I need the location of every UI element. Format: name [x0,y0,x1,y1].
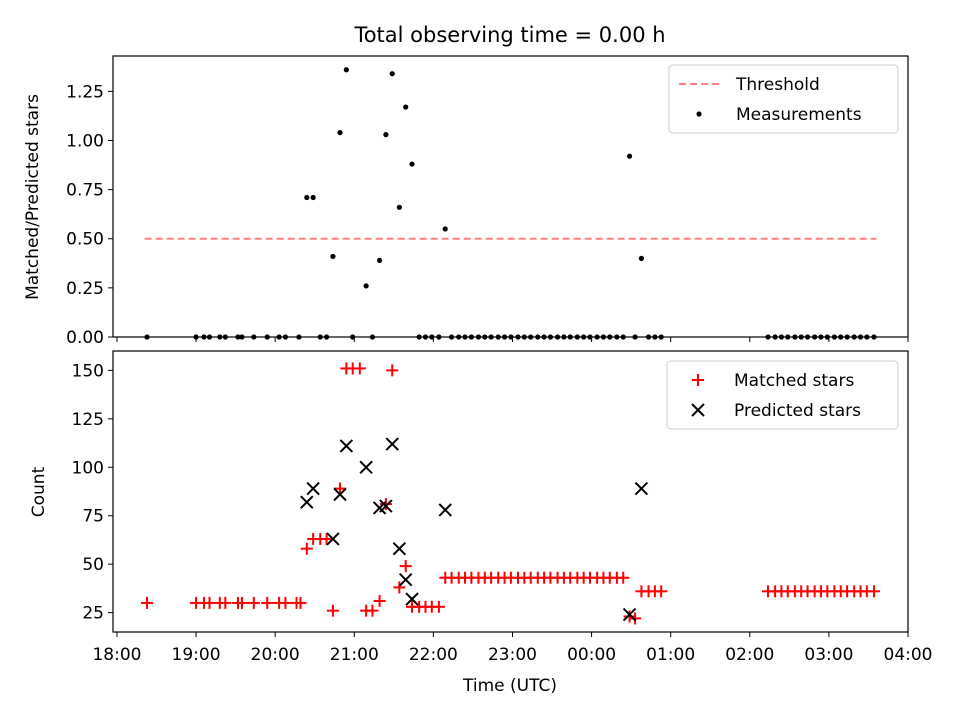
predicted-star-point [379,499,393,513]
bottom-x-tick-label: 02:00 [725,645,774,665]
chart-title: Total observing time = 0.00 h [353,23,665,47]
bottom-x-tick-label: 03:00 [804,645,853,665]
measurement-point [396,204,402,210]
bottom-x-tick-label: 23:00 [488,645,537,665]
predicted-star-point [300,495,314,509]
predicted-star-point [339,439,354,453]
bottom-y-tick-label: 150 [72,361,104,381]
matched-star-point [300,542,313,555]
legend-predicted-label: Predicted stars [734,401,861,421]
bottom-x-tick-label: 00:00 [567,645,616,665]
bottom-x-tick-label: 19:00 [172,645,221,665]
top-legend: Threshold Measurements [668,64,899,134]
bottom-x-tick-label: 22:00 [409,645,458,665]
legend-matched-label: Matched stars [734,371,854,391]
top-y-tick-label: 1.25 [66,82,104,102]
legend-threshold-label: Threshold [735,75,820,95]
bottom-x-tick-label: 20:00 [251,645,300,665]
top-axes: 0.00 0.25 0.50 0.75 1.00 1.25 Matched/Predict… [23,55,909,348]
top-y-tick-label: 0.25 [66,279,104,299]
matched-star-point [366,604,379,617]
matched-star-point [334,482,347,495]
bottom-y-tick-label: 125 [72,410,104,430]
measurement-point [363,283,369,289]
matched-star-point [235,596,248,609]
matched-star-point [655,585,668,598]
bottom-x-tick-label: 18:00 [92,645,141,665]
predicted-star-point [359,460,373,474]
bottom-x-tick-label: 21:00 [330,645,379,665]
top-y-tick-label: 0.75 [66,181,104,201]
measurement-point [626,153,633,159]
predicted-star-point [398,572,413,587]
top-y-tick-label: 1.00 [66,131,104,151]
x-axis-label: Time (UTC) [462,676,557,696]
legend-measurements-swatch [696,111,702,117]
measurement-point [376,257,383,263]
matched-star-point [399,560,412,573]
matched-star-point [393,581,406,594]
measurement-point [389,71,395,77]
measurement-point [403,104,409,110]
measurement-point [343,67,349,73]
measurement-point [330,253,336,260]
predicted-star-point [622,607,637,622]
matched-star-point [279,596,292,609]
matched-star-point [326,604,339,617]
top-y-tick-label: 0.50 [66,230,104,250]
predicted-star-point [326,532,340,546]
bottom-x-tick-label: 04:00 [884,645,933,665]
predicted-star-point [306,481,320,496]
top-y-tick-label: 0.00 [66,328,104,348]
matched-star-point [386,364,399,377]
measurement-point [304,194,310,201]
bottom-y-tick-label: 50 [82,555,104,575]
matched-star-point [353,362,366,375]
bottom-legend: Matched stars Predicted stars [666,360,899,430]
matched-star-point [294,596,307,609]
predicted-star-point [392,541,407,556]
matched-star-point [141,596,154,609]
measurement-point [442,226,448,232]
legend-matched-swatch [692,374,704,386]
measurement-point [383,132,389,138]
bottom-y-tick-label: 25 [82,604,104,624]
measurement-point [310,194,316,201]
matched-star-point [203,596,216,609]
matched-star-point [373,594,386,607]
matched-star-point [320,532,333,545]
predicted-star-point [385,437,399,451]
bottom-y-tick-label: 75 [82,507,104,527]
matched-star-point [219,596,232,609]
legend-predicted-swatch [691,403,705,417]
predicted-star-point [634,481,649,496]
bottom-y-tick-label: 100 [72,458,104,478]
top-axes-frame [112,55,909,338]
matched-star-point [617,571,630,584]
measurement-point [638,255,645,261]
bottom-axes-frame [112,350,909,633]
matched-star-point [629,612,642,625]
top-y-axis-label: Matched/Predicted stars [23,94,43,300]
matched-star-point [247,596,260,609]
matched-star-point [623,610,636,623]
measurement-point [409,161,415,167]
measurement-point [337,130,343,136]
matched-star-point [379,498,392,511]
legend-measurements-label: Measurements [736,105,862,125]
predicted-star-point [405,592,419,606]
bottom-axes: 25 50 75 100 125 150 18:00 19:00 20:00 21:00 22:0… [29,350,933,696]
matched-star-point [261,596,274,609]
bottom-x-tick-label: 01:00 [646,645,695,665]
matched-star-point [432,600,445,613]
matched-star-point [867,585,880,598]
predicted-star-point [333,487,347,502]
bottom-y-axis-label: Count [29,466,49,517]
predicted-star-point [438,503,452,517]
